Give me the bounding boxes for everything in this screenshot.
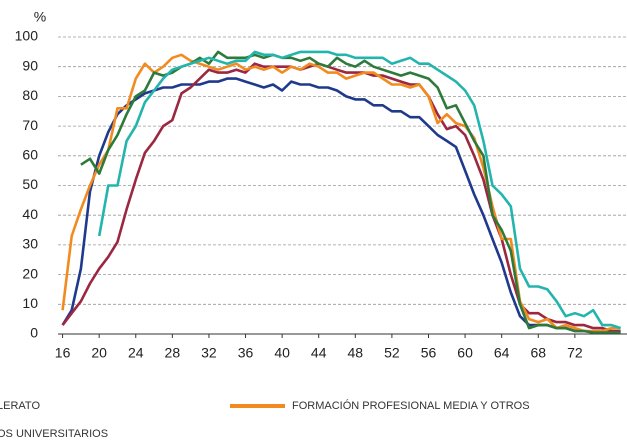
x-tick-label: 72 (567, 345, 583, 361)
y-tick-label: 70 (22, 117, 38, 133)
legend-label: FORMACIÓN PROFESIONAL MEDIA Y OTROS (292, 399, 530, 412)
x-tick-label: 28 (165, 345, 181, 361)
series-line (61, 77, 621, 334)
y-unit: % (34, 9, 46, 25)
x-tick-label: 24 (128, 345, 144, 361)
legend-label: OS UNIVERSITARIOS (0, 428, 108, 440)
series-line (61, 53, 621, 333)
legend-label: LERATO (0, 400, 40, 412)
y-tick-label: 10 (22, 295, 38, 311)
x-tick-label: 48 (348, 345, 364, 361)
y-tick-label: 0 (30, 325, 38, 341)
x-tick-label: 32 (201, 345, 217, 361)
x-tick-label: 56 (421, 345, 437, 361)
x-tick-label: 20 (91, 345, 107, 361)
series-line (97, 50, 622, 330)
series-line (80, 50, 621, 334)
x-tick-label: 52 (384, 345, 400, 361)
y-tick-label: 30 (22, 236, 38, 252)
y-tick-label: 60 (22, 147, 38, 163)
series-line (61, 62, 621, 333)
x-tick-label: 16 (55, 345, 71, 361)
y-tick-label: 20 (22, 265, 38, 281)
y-tick-label: 40 (22, 206, 38, 222)
y-tick-label: 80 (22, 87, 38, 103)
x-tick-label: 64 (494, 345, 510, 361)
y-tick-label: 50 (22, 176, 38, 192)
x-tick-label: 36 (238, 345, 254, 361)
y-tick-label: 90 (22, 57, 38, 73)
x-tick-label: 44 (311, 345, 327, 361)
y-tick-label: 100 (15, 28, 39, 44)
x-tick-label: 68 (530, 345, 546, 361)
x-tick-label: 40 (274, 345, 290, 361)
x-tick-label: 60 (457, 345, 473, 361)
